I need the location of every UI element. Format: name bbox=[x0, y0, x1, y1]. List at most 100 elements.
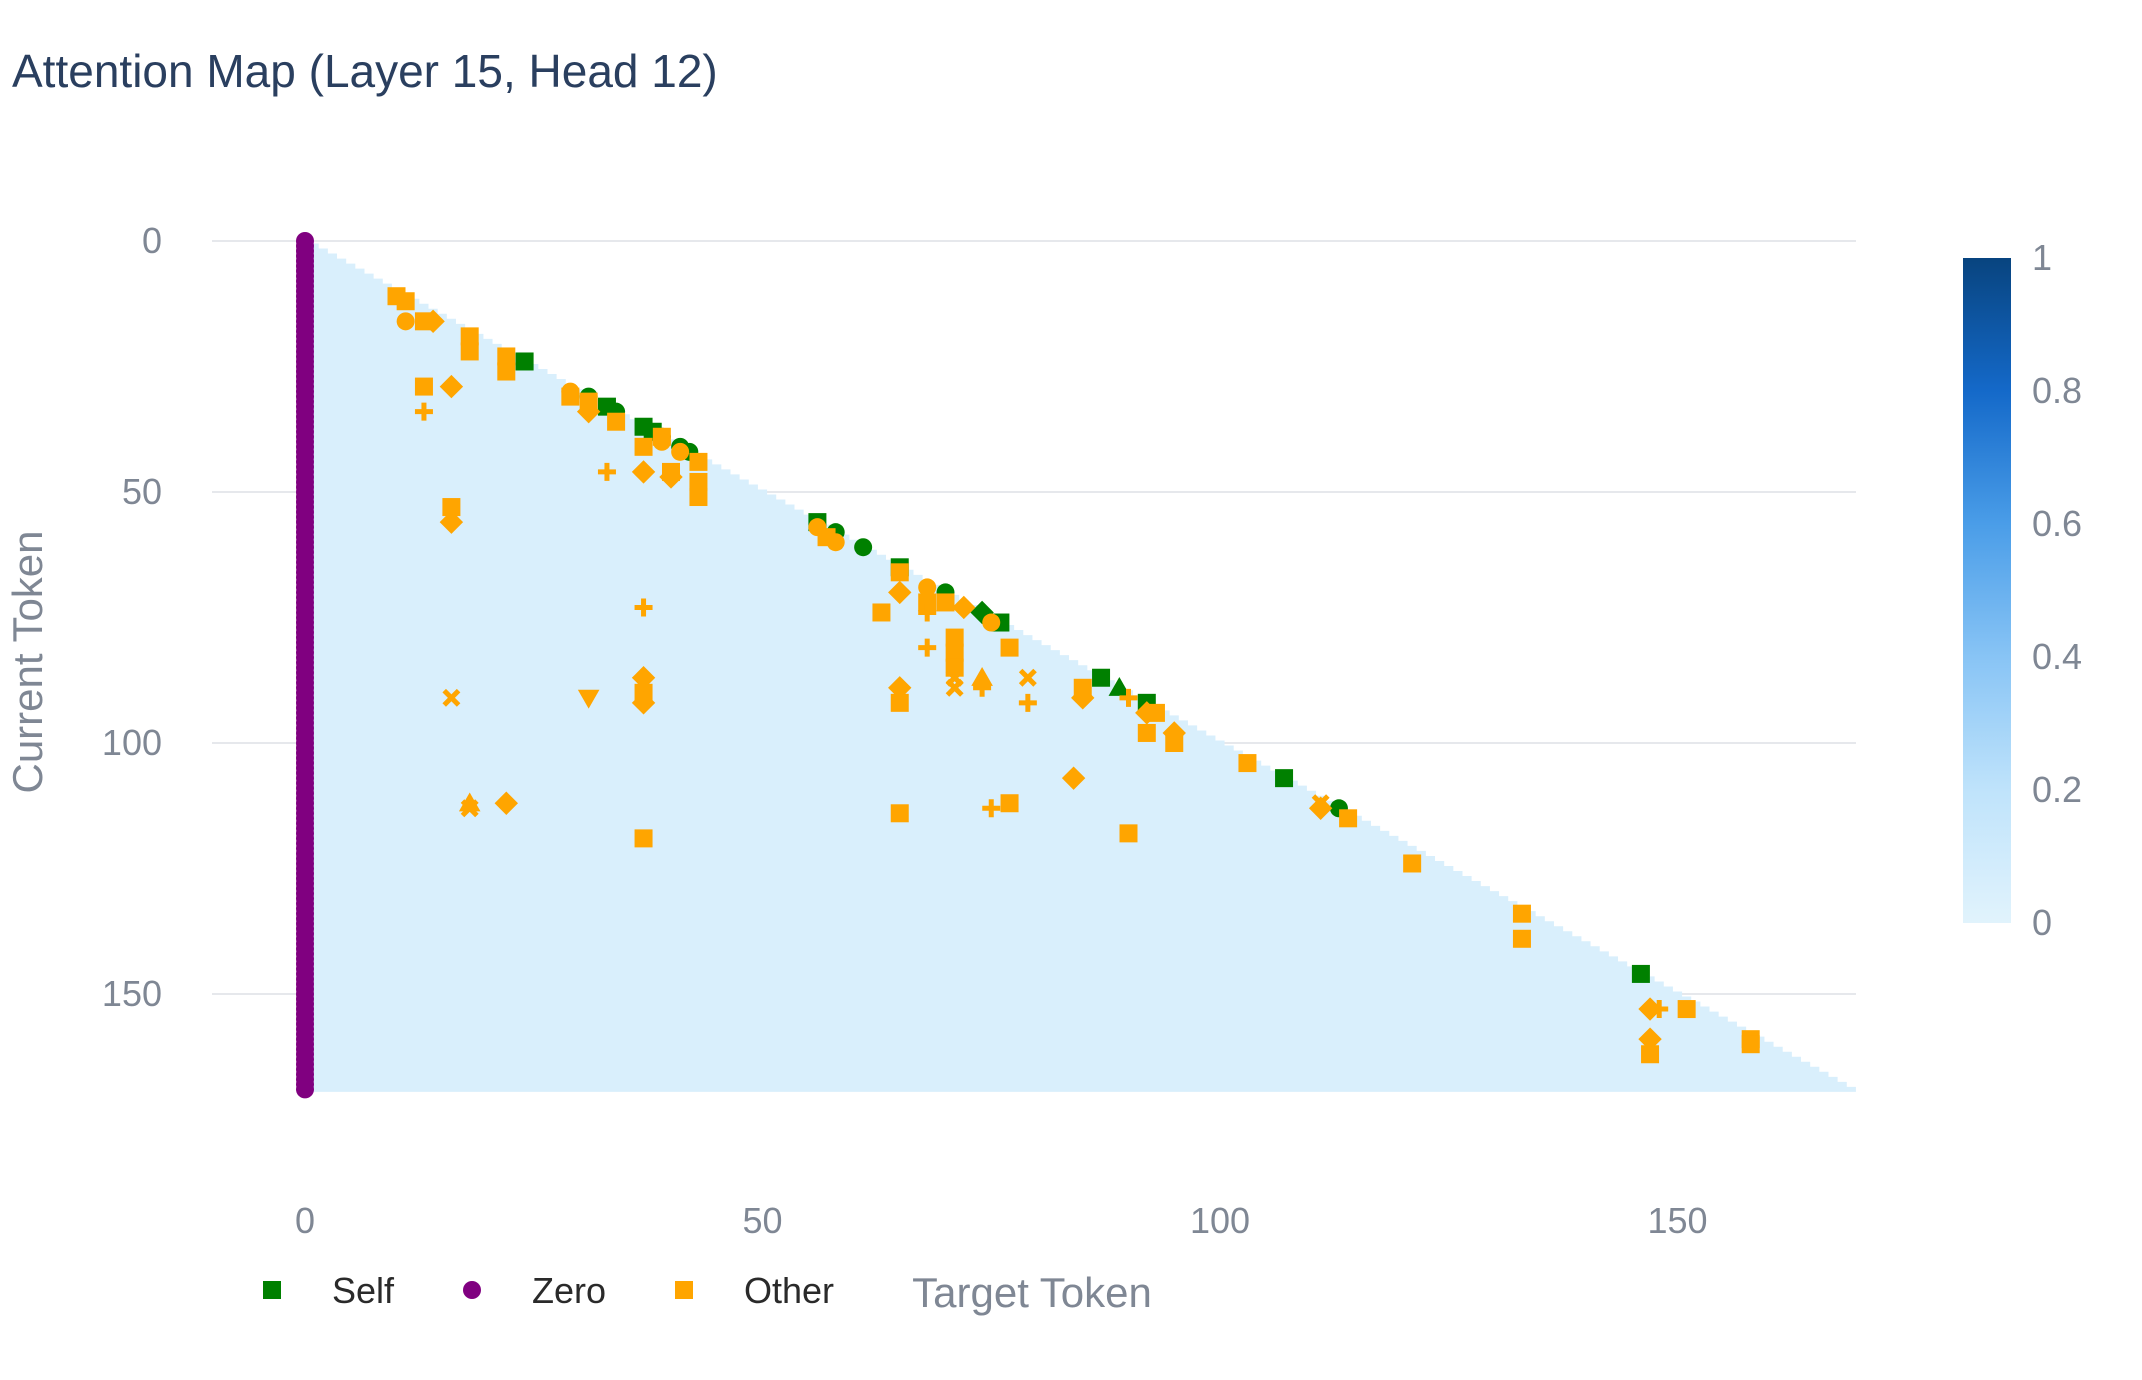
point-other bbox=[577, 689, 600, 709]
point-other bbox=[1119, 824, 1138, 843]
point-other bbox=[689, 488, 708, 507]
heatmap-cells bbox=[300, 238, 1856, 1092]
point-other bbox=[576, 399, 601, 424]
point-other bbox=[918, 638, 937, 657]
point-self bbox=[1108, 676, 1131, 696]
legend-item-self[interactable]: Self bbox=[263, 1270, 395, 1311]
point-other bbox=[872, 603, 891, 622]
point-other bbox=[442, 688, 461, 707]
point-other bbox=[1403, 854, 1422, 873]
point-other bbox=[458, 792, 481, 812]
chart-title: Attention Map (Layer 15, Head 12) bbox=[12, 45, 718, 97]
point-other bbox=[1137, 723, 1156, 742]
x-tick-label: 100 bbox=[1190, 1200, 1250, 1241]
point-other bbox=[396, 312, 415, 331]
point-other bbox=[826, 533, 845, 552]
point-other bbox=[918, 578, 937, 597]
legend-item-other[interactable]: Other bbox=[675, 1270, 834, 1311]
legend-item-zero[interactable]: Zero bbox=[463, 1270, 606, 1311]
point-other bbox=[561, 387, 580, 406]
point-other bbox=[396, 292, 415, 311]
point-other bbox=[659, 465, 683, 489]
point-other bbox=[652, 432, 671, 451]
point-other bbox=[1638, 997, 1662, 1021]
point-other bbox=[607, 412, 626, 431]
point-other bbox=[971, 666, 993, 686]
y-tick-label: 0 bbox=[142, 220, 162, 261]
point-other bbox=[460, 327, 479, 346]
colorbar-tick-labels: 0 0.2 0.4 0.6 0.8 1 bbox=[2032, 237, 2082, 943]
point-other bbox=[945, 678, 964, 697]
point-other bbox=[414, 402, 433, 421]
point-other bbox=[1018, 668, 1037, 687]
point-other bbox=[1650, 1000, 1669, 1019]
point-other bbox=[1741, 1035, 1760, 1054]
point-other bbox=[952, 595, 976, 620]
point-other bbox=[689, 452, 708, 471]
point-other bbox=[1146, 703, 1165, 722]
point-other bbox=[439, 374, 464, 399]
point-other bbox=[671, 442, 690, 461]
point-other bbox=[634, 437, 653, 456]
point-other bbox=[689, 472, 708, 491]
point-other bbox=[497, 347, 516, 366]
point-other bbox=[631, 666, 656, 690]
point-zero bbox=[296, 1080, 314, 1099]
x-tick-label: 150 bbox=[1647, 1200, 1707, 1241]
colorbar-tick-label: 0.2 bbox=[2032, 769, 2082, 810]
point-other bbox=[439, 510, 464, 534]
point-other bbox=[597, 462, 616, 481]
point-other bbox=[1018, 693, 1037, 712]
point-other bbox=[918, 593, 937, 612]
legend: Self Zero Other bbox=[263, 1270, 834, 1311]
point-self bbox=[1092, 668, 1111, 687]
legend-marker-zero bbox=[463, 1281, 481, 1299]
point-other bbox=[1119, 688, 1138, 707]
colorbar-tick-label: 0.4 bbox=[2032, 636, 2082, 677]
point-other bbox=[1641, 1045, 1660, 1064]
point-other bbox=[497, 362, 516, 381]
point-other bbox=[1061, 766, 1086, 790]
point-other bbox=[945, 628, 964, 647]
point-other bbox=[890, 693, 909, 712]
legend-marker-self bbox=[263, 1281, 281, 1299]
point-other bbox=[1339, 809, 1358, 828]
series-other bbox=[387, 287, 1760, 1064]
colorbar: 0 0.2 0.4 0.6 0.8 1 bbox=[1963, 237, 2082, 943]
point-other bbox=[1000, 638, 1019, 657]
point-other bbox=[1638, 1027, 1662, 1051]
x-tick-label: 50 bbox=[742, 1200, 782, 1241]
point-other bbox=[1308, 796, 1333, 820]
point-self bbox=[854, 538, 873, 557]
legend-label: Zero bbox=[532, 1270, 606, 1311]
point-other bbox=[1512, 929, 1531, 948]
point-other bbox=[945, 643, 964, 662]
point-other bbox=[888, 580, 912, 605]
x-tick-label: 0 bbox=[295, 1200, 315, 1241]
point-other bbox=[982, 799, 1001, 818]
point-other bbox=[1677, 1000, 1696, 1019]
y-tick-label: 50 bbox=[122, 471, 162, 512]
point-other bbox=[634, 829, 653, 848]
point-self bbox=[970, 600, 994, 625]
y-tick-label: 100 bbox=[102, 722, 162, 763]
point-other bbox=[631, 460, 656, 484]
point-other bbox=[888, 676, 912, 700]
y-axis-label: Current Token bbox=[4, 530, 51, 793]
point-self bbox=[515, 352, 534, 371]
point-self bbox=[1275, 769, 1294, 788]
colorbar-tick-label: 0.6 bbox=[2032, 503, 2082, 544]
point-other bbox=[414, 377, 433, 396]
y-tick-label: 150 bbox=[102, 973, 162, 1014]
legend-label: Self bbox=[332, 1270, 395, 1311]
point-other bbox=[890, 563, 909, 582]
point-other bbox=[936, 593, 955, 612]
colorbar-tick-label: 0 bbox=[2032, 902, 2052, 943]
point-other bbox=[631, 691, 656, 715]
point-other bbox=[1000, 794, 1019, 813]
point-other bbox=[1071, 686, 1095, 710]
point-self bbox=[1631, 964, 1650, 983]
point-other bbox=[973, 678, 992, 697]
point-other bbox=[1238, 754, 1257, 773]
